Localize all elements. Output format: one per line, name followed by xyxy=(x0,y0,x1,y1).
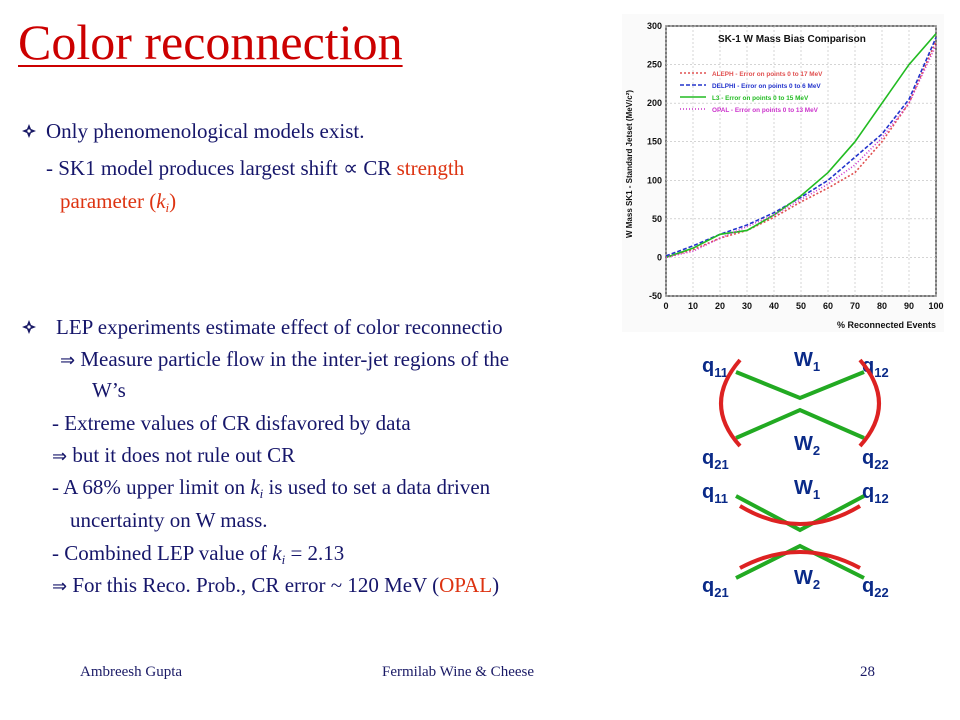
x-tick-label: 80 xyxy=(877,301,887,311)
y-tick-label: 100 xyxy=(647,175,662,185)
string-left-top xyxy=(719,358,742,448)
bullet-1-sub-1: - SK1 model produces largest shift ∝ CR … xyxy=(46,155,464,181)
bullet-1-sub-2: parameter (ki) xyxy=(60,188,176,214)
bullet-2-line-6: uncertainty on W mass. xyxy=(70,508,268,532)
sub-1-strength: strength xyxy=(396,156,465,180)
opal-label: OPAL xyxy=(439,573,493,597)
w1-line-bottom xyxy=(735,494,865,533)
bullet-2-line-4: ⇒ but it does not rule out CR xyxy=(52,442,295,470)
series-line-3 xyxy=(665,44,937,259)
x-tick-label: 0 xyxy=(663,301,668,311)
bullet-2-line-3: - Extreme values of CR disfavored by dat… xyxy=(52,411,411,435)
implies-arrow-icon: ⇒ xyxy=(60,350,76,371)
y-tick-label: 300 xyxy=(647,21,662,31)
bullet-2-line-7: - Combined LEP value of ki = 2.13 xyxy=(52,540,344,566)
y-tick-label: 200 xyxy=(647,98,662,108)
x-tick-label: 20 xyxy=(715,301,725,311)
x-tick-label: 60 xyxy=(823,301,833,311)
w2-line-top xyxy=(735,407,865,440)
bullet-2-line-8: ⇒ For this Reco. Prob., CR error ~ 120 M… xyxy=(52,572,499,600)
y-tick-label: 0 xyxy=(657,252,662,262)
sub-2-text: parameter ( xyxy=(60,189,157,213)
legend-entry: DELPHI - Error on points 0 to 6 MeV xyxy=(712,83,821,90)
label-w2-top: W2 xyxy=(794,433,820,458)
string-bottom-bottom xyxy=(739,550,861,570)
bullet-1-text: Only phenomenological models exist. xyxy=(46,119,365,143)
label-q12-bottom: q12 xyxy=(862,481,889,506)
label-w1-top: W1 xyxy=(794,349,820,374)
implies-arrow-icon: ⇒ xyxy=(52,446,68,467)
series-line-0 xyxy=(665,41,937,259)
i-sub: i xyxy=(259,486,264,501)
y-tick-label: 250 xyxy=(647,60,662,70)
legend-entry: L3 - Error on points 0 to 15 MeV xyxy=(712,95,809,102)
w2-line-bottom xyxy=(735,543,865,580)
tick-labels: 0 10 20 30 40 50 60 70 80 90 100-50050100150200250… xyxy=(647,21,944,311)
diamond-bullet-icon xyxy=(22,124,36,138)
legend-entry: ALEPH - Error on points 0 to 17 MeV xyxy=(712,71,823,78)
x-tick-label: 30 xyxy=(742,301,752,311)
k-var: k xyxy=(272,541,282,565)
implies-arrow-icon: ⇒ xyxy=(52,576,68,597)
label-w1-bottom: W1 xyxy=(794,477,820,502)
k-var: k xyxy=(156,189,166,213)
line-7-text-b: = 2.13 xyxy=(285,541,345,565)
line-7-text-a: - Combined LEP value of xyxy=(52,541,273,565)
label-q22-bottom: q22 xyxy=(862,575,889,600)
footer-event: Fermilab Wine & Cheese xyxy=(382,664,534,680)
bullet-2-line-5: - A 68% upper limit on ki is used to set… xyxy=(52,474,490,500)
label-q21-bottom: q21 xyxy=(702,575,729,600)
y-tick-label: 150 xyxy=(647,137,662,147)
paren-close: ) xyxy=(169,189,177,213)
series-line-2 xyxy=(665,33,937,259)
grid xyxy=(665,25,937,297)
string-right-top xyxy=(858,358,881,448)
k-var: k xyxy=(250,475,260,499)
legend: ALEPH - Error on points 0 to 17 MeV DELPH… xyxy=(680,71,823,114)
line-4-text: but it does not rule out CR xyxy=(72,443,296,467)
label-q21-top: q21 xyxy=(702,447,729,472)
line-5-text-b: is used to set a data driven xyxy=(263,475,491,499)
x-tick-label: 50 xyxy=(796,301,806,311)
footer-page-number: 28 xyxy=(860,664,875,680)
diagram-svg: q11 W1 q12 W2 q21 q22 q11 W1 q12 W2 q21 … xyxy=(702,349,889,600)
y-axis-label: W Mass SK1 - Standard Jetset (MeV/c²) xyxy=(625,90,634,238)
i-sub: i xyxy=(281,552,286,567)
x-tick-label: 10 xyxy=(688,301,698,311)
bullet-2-line-1: ⇒ Measure particle flow in the inter-jet… xyxy=(60,346,509,374)
i-sub: i xyxy=(165,200,170,215)
color-reconnection-diagram: q11 W1 q12 W2 q21 q22 q11 W1 q12 W2 q21 … xyxy=(696,342,906,606)
footer-author: Ambreesh Gupta xyxy=(80,664,183,680)
x-tick-label: 40 xyxy=(769,301,779,311)
y-tick-label: 50 xyxy=(652,214,662,224)
label-q11-top: q11 xyxy=(702,355,728,380)
chart-svg: 0 10 20 30 40 50 60 70 80 90 100-50050100150200250… xyxy=(625,21,944,330)
diamond-bullet-icon xyxy=(22,320,36,334)
mass-bias-chart: 0 10 20 30 40 50 60 70 80 90 100 -50 0 50 100 150 200 250… xyxy=(622,14,944,332)
legend-entry: OPAL - Error on points 0 to 13 MeV xyxy=(712,107,819,114)
bullet-2-line-2: W’s xyxy=(92,378,126,402)
series-lines xyxy=(665,33,937,259)
line-5-text-a: - A 68% upper limit on xyxy=(52,475,251,499)
bullet-2-text: LEP experiments estimate effect of color… xyxy=(56,315,503,339)
label-q11-bottom: q11 xyxy=(702,481,728,506)
label-q22-top: q22 xyxy=(862,447,889,472)
y-tick-label: -50 xyxy=(649,291,662,301)
label-w2-bottom: W2 xyxy=(794,567,820,592)
sub-1-text: - SK1 model produces largest shift ∝ CR xyxy=(46,156,397,180)
line-1-text: Measure particle flow in the inter-jet r… xyxy=(80,347,510,371)
x-tick-label: 70 xyxy=(850,301,860,311)
x-tick-label: 90 xyxy=(904,301,914,311)
chart-title: SK-1 W Mass Bias Comparison xyxy=(718,34,866,45)
label-q12-top: q12 xyxy=(862,355,889,380)
x-tick-label: 100 xyxy=(928,301,943,311)
w1-line-top xyxy=(735,370,865,401)
x-axis-label: % Reconnected Events xyxy=(837,320,936,330)
slide-title: Color reconnection xyxy=(18,14,403,70)
line-8-text-b: ) xyxy=(492,573,500,597)
string-top-bottom xyxy=(738,504,862,526)
line-8-text-a: For this Reco. Prob., CR error ~ 120 MeV… xyxy=(72,573,440,597)
